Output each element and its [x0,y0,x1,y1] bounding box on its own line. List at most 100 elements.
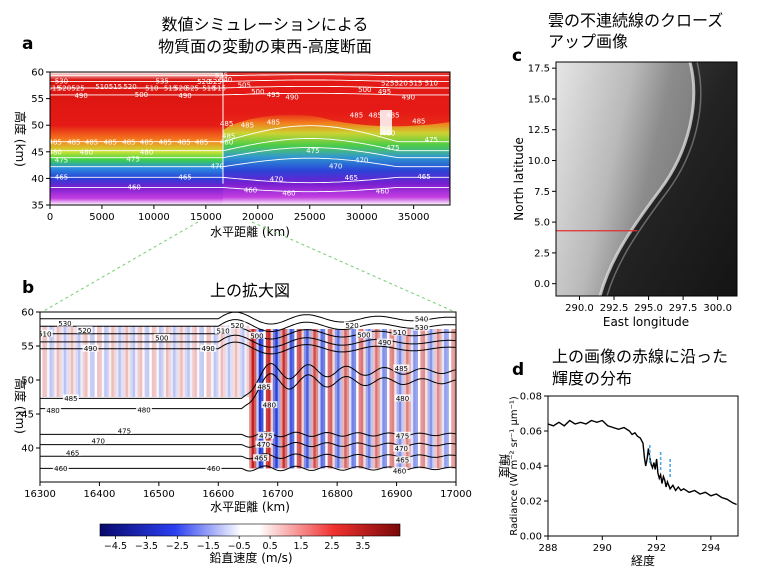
velocity-cell [322,329,326,469]
velocity-cell [261,329,264,469]
panel-b-contour-label: 490 [378,339,391,347]
panel-a-contour-label: 470 [270,175,283,183]
velocity-cell [389,329,393,469]
velocity-cell [194,325,198,397]
panel-b-contour-label: 465 [254,455,267,463]
panel-a-contour-line [50,125,449,143]
velocity-cell [377,329,381,469]
panel-b-contour-label-bg [56,319,73,327]
velocity-cell [187,325,191,397]
panel-a-contour-label: 495 [267,91,280,99]
panel-a-contour-label: 515 [409,80,422,88]
panel-2-ytick-label: 5.0 [534,218,550,229]
velocity-cell [417,329,421,469]
panel-b-contour-label-bg [52,464,69,472]
velocity-cell [163,325,167,397]
velocity-cell [358,329,362,469]
velocity-cell [337,329,340,469]
velocity-cell [215,325,219,397]
velocity-cell [127,325,131,397]
velocity-cell [204,325,207,397]
velocity-cell [363,329,366,469]
velocity-cell [146,325,150,397]
panel-2-ytick-label: 17.5 [528,64,550,75]
panel-a-contour-label: 535 [215,72,228,80]
panel-b-contour-label: 475 [118,428,131,436]
panel-b-contour-label-bg [394,431,411,439]
panel-d-ticks: 288 290 292 294 0.00 0.02 0.04 0.06 0.08 [520,392,721,555]
velocity-cell [365,329,369,469]
panel-a-contour-label: 520 [394,80,407,88]
panel-a-contour-label: 485 [85,139,98,147]
velocity-cell [47,325,50,397]
panel-b-contour-label-bg [62,394,79,402]
velocity-cell [341,329,345,469]
panel-b-contour-label-bg [90,437,107,445]
velocity-cell [303,329,307,469]
velocity-cell [379,329,383,469]
velocity-cell [80,325,84,397]
panel-c-title-line-1: 雲の不連続線のクローズ [548,11,723,30]
velocity-cell [161,325,164,397]
velocity-cell [234,325,238,397]
velocity-cell [277,329,281,469]
velocity-cell [284,329,288,469]
panel-a-contour-label: 520 [174,84,187,92]
panel-b-contour-label: 500 [155,334,168,342]
velocity-cell [135,325,138,397]
panel-1-xtick-label: 17000 [440,489,472,500]
panel-0-xtick-label: 25000 [294,212,326,223]
panel-c-xlabel: East longitude [603,315,689,329]
velocity-cell [123,325,126,397]
velocity-cell [51,325,55,397]
velocity-cell [208,325,212,397]
panel-a-contour-label: 505 [238,81,251,89]
panel-b-contour-label: 480 [137,406,150,414]
panel-a-contour-label: 520 [123,83,136,91]
velocity-cell [196,325,200,397]
panel-1-xtick-label: 16400 [84,489,116,500]
colorbar-tick-label: −4.5 [104,541,127,552]
velocity-cell [436,329,440,469]
panel-d-xlabel: 経度 [631,553,655,568]
panel-1-xtick-label: 16300 [24,489,56,500]
velocity-cell [213,325,217,397]
velocity-cell [422,329,426,469]
panel-0-ytick-label: 50 [31,121,44,132]
panel-b-contour-label-bg [355,331,372,339]
panel-b-contour-label: 490 [84,345,97,353]
panel-a-contour-label: 460 [244,187,257,195]
panel-a-label: a [22,34,33,54]
colorbar-label: 鉛直速度 (m/s) [209,550,292,565]
velocity-cell [253,329,257,469]
velocity-cell [232,325,236,397]
velocity-cell [156,325,160,397]
velocity-cell [370,329,374,469]
panel-a-contour-line [50,186,449,193]
velocity-cell [320,329,324,469]
panel-a-contour-label: 485 [159,139,172,147]
panel-2-xtick-label: 292.5 [600,303,629,314]
panel-d-title-line-1: 上の画像の赤線に沿った [552,347,728,366]
panel-a-title-line-1: 数値シミュレーションによる [162,15,369,34]
velocity-cell [142,325,145,397]
panel-1-ytick-label: 40 [21,444,34,455]
velocity-cell [201,325,205,397]
panel-0-ytick-label: 40 [31,174,44,185]
panel-b-contour-label: 480 [46,407,59,415]
velocity-cell [116,325,119,397]
panel-2-ytick-label: 7.5 [534,187,550,198]
panel-a-contour-label: 485 [241,122,254,130]
velocity-cell [415,329,419,469]
panel-b-contour-label: 480 [263,402,276,410]
panel-1-ytick-label: 50 [21,376,34,387]
panel-a-contour-label: 510 [202,84,215,92]
panel-a-contour-label: 540 [219,76,232,84]
panel-a: a 数値シミュレーションによる 物質面の変動の東西-高度断面 530515520… [13,15,451,239]
panel-c: c 雲の不連続線のクローズ アップ画像 290.0 292.5 295.0 297.5… [512,11,738,329]
panel-a-contour-label: 460 [376,188,389,196]
velocity-cell [40,325,43,397]
panel-a-contour-label: 485 [195,139,208,147]
